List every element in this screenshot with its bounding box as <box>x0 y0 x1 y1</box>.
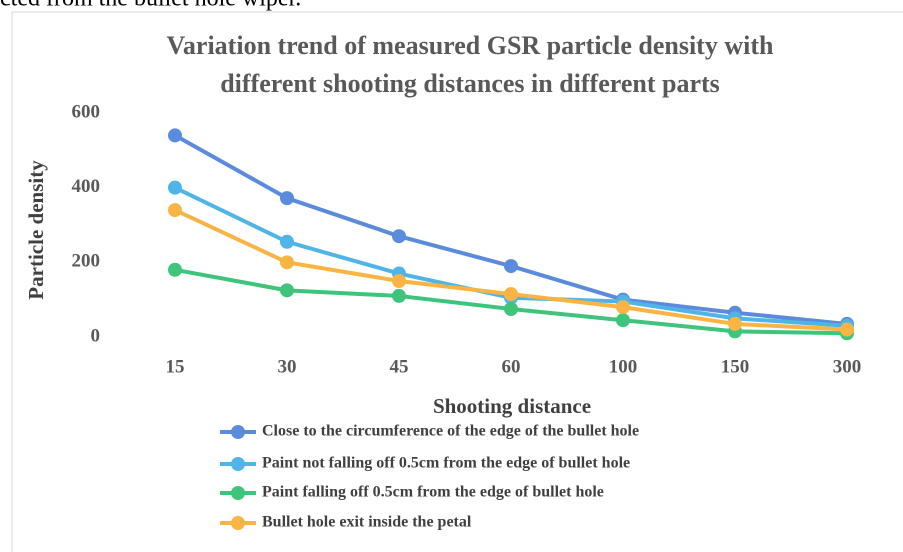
y-tick-label: 400 <box>72 176 101 197</box>
y-axis-title: Particle density <box>24 160 48 300</box>
data-point <box>616 313 630 328</box>
header-text: cted from the bullet hole wiper. <box>0 0 301 12</box>
chart-frame <box>11 11 903 552</box>
y-tick-label: 200 <box>72 251 101 272</box>
data-point <box>168 128 182 143</box>
x-tick-label: 60 <box>502 356 521 377</box>
data-point <box>504 302 518 316</box>
x-tick-label: 150 <box>721 356 750 377</box>
legend-label: Bullet hole exit inside the petal <box>262 514 472 531</box>
data-point <box>168 203 182 218</box>
data-point <box>504 259 518 274</box>
chart-title: different shooting distances in differen… <box>220 69 720 98</box>
legend-label: Close to the circumference of the edge o… <box>262 423 639 440</box>
data-point <box>168 180 182 195</box>
x-axis-title: Shooting distance <box>433 394 591 418</box>
legend-marker <box>231 425 245 439</box>
y-tick-label: 600 <box>72 101 101 122</box>
data-point <box>728 316 742 331</box>
data-point <box>280 191 294 206</box>
legend-marker <box>231 516 245 530</box>
x-tick-label: 100 <box>609 356 638 377</box>
x-tick-label: 30 <box>278 356 297 377</box>
legend-label: Paint not falling off 0.5cm from the edg… <box>262 455 630 472</box>
data-point <box>840 322 854 337</box>
data-point <box>280 255 294 270</box>
data-point <box>392 229 406 244</box>
x-tick-label: 15 <box>166 356 185 377</box>
data-point <box>504 287 518 302</box>
data-point <box>392 288 406 303</box>
data-point <box>280 283 294 298</box>
legend-marker <box>231 457 245 471</box>
y-tick-label: 0 <box>91 325 101 346</box>
data-point <box>168 262 182 277</box>
legend-marker <box>231 486 245 500</box>
data-point <box>280 234 294 249</box>
x-tick-label: 300 <box>833 356 862 377</box>
chart-title: Variation trend of measured GSR particle… <box>167 31 774 60</box>
data-point <box>616 300 630 315</box>
data-point <box>392 274 406 288</box>
legend-label: Paint falling off 0.5cm from the edge of… <box>262 484 604 501</box>
x-tick-label: 45 <box>390 356 409 377</box>
